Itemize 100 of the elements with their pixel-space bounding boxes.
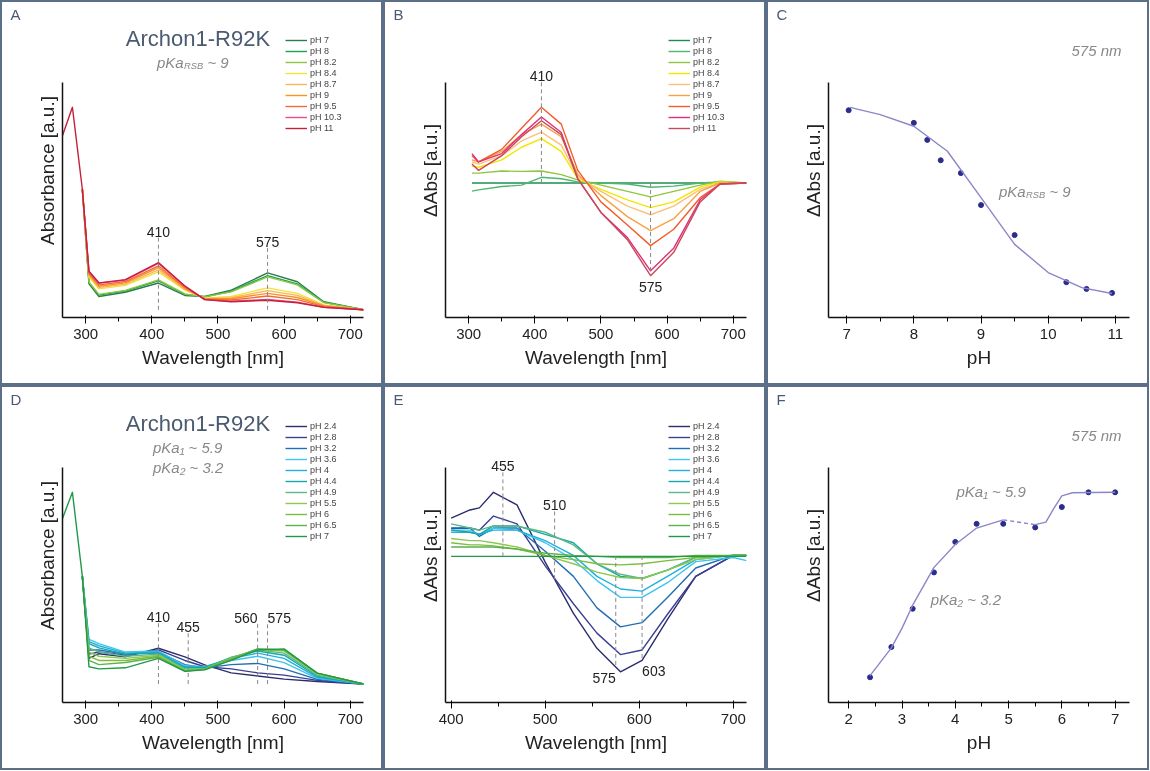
x-tick-label: 2	[844, 709, 853, 727]
legend-label: pH 11	[693, 122, 717, 134]
legend-label: pH 8.4	[693, 67, 720, 79]
x-tick-label: 9	[976, 324, 986, 342]
y-axis-title: ΔAbs [a.u.]	[419, 509, 441, 602]
legend-label: pH 9	[310, 89, 330, 101]
legend-label: pH 2.8	[693, 431, 720, 443]
x-tick-label: 5	[1004, 709, 1013, 727]
text: pKa₂ ~ 3.2	[151, 459, 224, 476]
legend-label: pH 2.4	[693, 420, 720, 432]
legend-label: pH 8.4	[310, 67, 337, 79]
x-tick-label: 400	[139, 324, 165, 342]
chart-title: F	[776, 390, 786, 408]
legend-label: pH 4.4	[693, 475, 720, 487]
chart-title: E	[393, 390, 404, 408]
ref-line-label: 575	[638, 278, 663, 295]
x-tick-label: 400	[438, 709, 464, 727]
legend-label: pH 8.2	[693, 56, 720, 68]
legend-label: pH 7	[693, 34, 713, 46]
annotation: pKaRSB ~ 9	[998, 183, 1072, 201]
legend-label: pH 9.5	[693, 100, 720, 112]
x-axis-title: Wavelength [nm]	[525, 346, 667, 368]
chart-title: D	[10, 390, 22, 408]
y-axis-title: Absorbance [a.u.]	[36, 96, 58, 245]
legend-label: pH 7	[693, 530, 713, 542]
x-axis-title: Wavelength [nm]	[142, 731, 284, 753]
ref-line-label: 603	[642, 663, 666, 680]
x-tick-label: 3	[897, 709, 907, 727]
legend-label: pH 8.2	[310, 56, 337, 68]
x-tick-label: 4	[951, 709, 960, 727]
legend-label: pH 9.5	[310, 100, 337, 112]
x-tick-label: 700	[720, 709, 746, 727]
legend-label: pH 7	[310, 530, 330, 542]
legend-label: pH 10.3	[310, 111, 342, 123]
legend-label: pH 3.2	[693, 442, 720, 454]
legend-label: pH 4.9	[310, 486, 337, 498]
text: pKaRSB ~ 9	[156, 54, 230, 71]
x-tick-label: 500	[532, 709, 558, 727]
x-axis-title: pH	[966, 346, 992, 368]
legend-label: pH 8	[693, 45, 713, 57]
legend-label: pH 6	[310, 508, 330, 520]
ref-line-label: 455	[176, 619, 201, 636]
annotation: pKa₂ ~ 3.2	[929, 590, 1002, 608]
ref-line-label: 575	[255, 233, 280, 250]
x-axis-title: Wavelength [nm]	[142, 346, 284, 368]
legend-label: pH 2.8	[310, 431, 337, 443]
x-tick-label: 10	[1039, 324, 1057, 342]
y-axis-title: ΔAbs [a.u.]	[419, 124, 441, 217]
legend-label: pH 11	[310, 122, 334, 134]
ref-line-label: 510	[542, 497, 567, 514]
x-tick-label: 7	[842, 324, 851, 342]
x-tick-label: 300	[73, 324, 99, 342]
legend-label: pH 5.5	[693, 497, 720, 509]
x-axis-title: Wavelength [nm]	[525, 731, 667, 753]
x-axis-title: pH	[966, 731, 992, 753]
legend-label: pH 2.4	[310, 420, 337, 432]
chart-title: A	[10, 5, 21, 23]
ref-line-label: 410	[146, 609, 171, 626]
legend-label: pH 9	[693, 89, 713, 101]
x-tick-label: 300	[73, 709, 99, 727]
legend-label: pH 3.6	[693, 453, 720, 465]
x-tick-label: 500	[205, 324, 231, 342]
ref-line-label: 410	[529, 68, 554, 85]
text: 575 nm	[1071, 427, 1122, 444]
x-tick-label: 600	[654, 324, 680, 342]
legend-label: pH 10.3	[693, 111, 725, 123]
legend-label: pH 4.4	[310, 475, 337, 487]
legend-label: pH 6	[693, 508, 713, 520]
x-tick-label: 400	[139, 709, 165, 727]
annotation: pKa₁ ~ 5.9	[955, 483, 1027, 501]
ref-line-label: 455	[491, 458, 515, 475]
legend-label: pH 8	[310, 45, 330, 57]
ref-line-label: 575	[267, 610, 292, 627]
legend-label: pH 8.7	[693, 78, 720, 90]
legend-label: pH 4	[310, 464, 330, 476]
x-tick-label: 700	[720, 324, 746, 342]
x-tick-label: 7	[1110, 709, 1120, 727]
legend-label: pH 3.6	[310, 453, 337, 465]
legend-label: pH 8.7	[310, 78, 337, 90]
legend-label: pH 4	[693, 464, 713, 476]
x-tick-label: 11	[1107, 324, 1124, 342]
x-tick-label: 8	[909, 324, 918, 342]
x-tick-label: 400	[522, 324, 548, 342]
x-tick-label: 300	[456, 324, 482, 342]
ref-line-label: 560	[234, 609, 258, 626]
chart-subtitle: Archon1-R92K	[125, 411, 271, 436]
legend-label: pH 3.2	[310, 442, 337, 454]
x-tick-label: 6	[1057, 709, 1067, 727]
y-axis-title: ΔAbs [a.u.]	[802, 509, 824, 602]
legend-label: pH 7	[310, 34, 330, 46]
legend-label: pH 6.5	[310, 519, 337, 531]
y-axis-title: ΔAbs [a.u.]	[802, 124, 824, 217]
x-tick-label: 500	[205, 709, 231, 727]
x-tick-label: 700	[337, 709, 363, 727]
x-tick-label: 600	[626, 709, 652, 727]
chart-title: C	[776, 5, 788, 23]
legend-label: pH 6.5	[693, 519, 720, 531]
text: 575 nm	[1071, 42, 1122, 59]
ref-line-label: 575	[592, 670, 616, 687]
y-axis-title: Absorbance [a.u.]	[36, 481, 58, 630]
